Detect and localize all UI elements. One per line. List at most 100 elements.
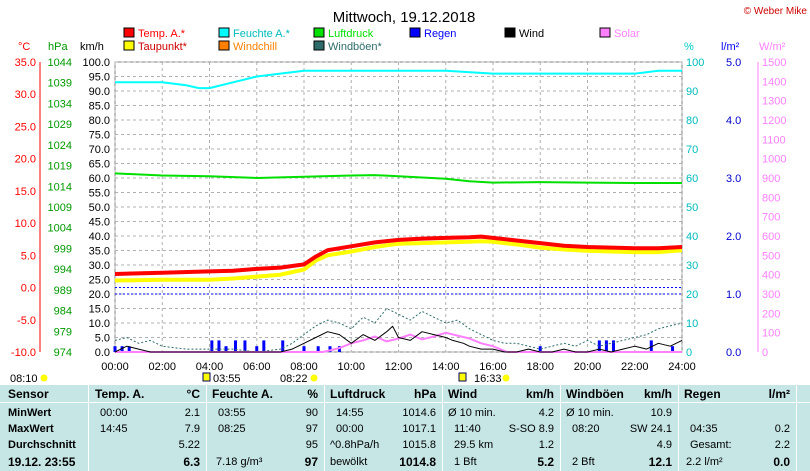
temperature-tick-label: 10.0 xyxy=(15,218,36,230)
avg-druck-label: ^0.8hPa/h xyxy=(330,439,380,451)
legend-label-2: Luftdruck xyxy=(328,28,374,40)
wind-tick-label: 30.0 xyxy=(89,260,110,272)
legend-label-3: Regen xyxy=(424,28,456,40)
x-tick-6: 12:00 xyxy=(385,361,413,373)
solar-tick-label: 1100 xyxy=(762,134,786,146)
x-tick-1: 02:00 xyxy=(148,361,176,373)
x-tick-5: 10:00 xyxy=(337,361,365,373)
max-feuchte-time: 08:25 xyxy=(218,423,246,435)
x-tick-2: 04:00 xyxy=(196,361,224,373)
x-tick-0: 00:00 xyxy=(101,361,129,373)
max-wind-dir: S-SO 8.9 xyxy=(508,423,554,435)
x-tick-11: 22:00 xyxy=(621,361,649,373)
row-current-label: 19.12. 23:55 xyxy=(8,455,76,469)
chart-axes: 35.0 30.0 25.0 20.0 15.0 10.0 5.0 0.0 -5.0 -10.0 1… xyxy=(11,57,787,359)
header-feuchte-unit: % xyxy=(307,387,318,401)
avg-temp: 5.22 xyxy=(178,439,200,451)
wind-tick-label: 100.0 xyxy=(82,57,110,69)
temperature-unit-label: °C xyxy=(18,41,30,53)
temperature-tick-label: 15.0 xyxy=(15,186,36,198)
rain-tick-label: 2.0 xyxy=(726,231,741,243)
moonset-time: 08:22 xyxy=(280,373,308,385)
sensor-table: Sensor Temp. A. °C Feuchte A. % Luftdruc… xyxy=(0,385,810,471)
temperature-tick-label: 35.0 xyxy=(15,57,36,69)
current-boeen: 12.1 xyxy=(648,455,672,469)
copyright-text: © Weber Mike xyxy=(744,6,808,17)
solar-line xyxy=(115,331,682,353)
table-divider-v6 xyxy=(678,385,679,471)
sunset-sun-icon xyxy=(502,374,510,382)
wind-tick-label: 75.0 xyxy=(89,130,110,142)
wind-tick-label: 35.0 xyxy=(89,246,110,258)
header-sensor: Sensor xyxy=(8,387,49,401)
rain-tick-label: 5.0 xyxy=(726,57,741,69)
humidity-tick-label: 60 xyxy=(686,173,698,185)
max-druck: 1017.1 xyxy=(402,423,436,435)
wind-tick-label: 55.0 xyxy=(89,188,110,200)
current-boeen-label: 2 Bft xyxy=(572,456,595,468)
pressure-tick-label: 1014 xyxy=(48,181,72,193)
moonset-sun-icon xyxy=(310,374,318,382)
table-divider-h1 xyxy=(0,402,810,403)
solar-tick-label: 1400 xyxy=(762,76,786,88)
solar-tick-label: 700 xyxy=(762,212,780,224)
table-divider-v5 xyxy=(560,385,561,471)
avg-druck: 1015.8 xyxy=(402,439,436,451)
header-temp-unit: °C xyxy=(186,387,200,401)
max-regen: 0.2 xyxy=(774,423,790,435)
rain-tick-label: 0.0 xyxy=(726,347,741,359)
rain-bar xyxy=(604,340,608,352)
rain-unit-label: l/m² xyxy=(721,41,740,53)
rain-bar xyxy=(113,346,117,352)
legend-swatch-5 xyxy=(599,27,611,38)
humidity-tick-label: 20 xyxy=(686,289,698,301)
humidity-line xyxy=(115,69,682,90)
max-temp: 7.9 xyxy=(184,423,200,435)
rain-bar xyxy=(233,340,237,352)
pressure-tick-label: 1009 xyxy=(48,202,72,214)
rain-bar xyxy=(224,346,228,352)
temperature-tick-label: -10.0 xyxy=(11,347,36,359)
chart-legend: Temp. A.* Feuchte A.* Luftdruck Regen Wind So… xyxy=(123,27,640,53)
header-luftdruck-unit: hPa xyxy=(413,387,436,401)
solar-tick-label: 900 xyxy=(762,173,780,185)
wind-tick-label: 15.0 xyxy=(89,304,110,316)
legend-label-1: Feuchte A.* xyxy=(233,28,291,40)
temperature-tick-label: 0.0 xyxy=(21,283,36,295)
humidity-tick-label: 80 xyxy=(686,115,698,127)
temperature-line xyxy=(114,234,683,276)
rain-tick-label: 1.0 xyxy=(726,289,741,301)
row-max-label: MaxWert xyxy=(8,423,54,435)
legend-label-0: Temp. A.* xyxy=(138,28,186,40)
pressure-tick-label: 1019 xyxy=(48,161,72,173)
header-feuchte: Feuchte A. xyxy=(212,387,273,401)
pressure-tick-label: 999 xyxy=(54,243,72,255)
current-wind-label: 1 Bft xyxy=(454,456,477,468)
humidity-tick-label: 50 xyxy=(686,202,698,214)
solar-tick-label: 400 xyxy=(762,270,780,282)
table-divider-v3 xyxy=(324,385,325,471)
current-regen-label: 2.2 l/m² xyxy=(686,456,723,468)
min-wind: 4.2 xyxy=(538,407,554,419)
rain-bar xyxy=(210,340,214,352)
max-feuchte: 97 xyxy=(305,423,318,435)
max-wind-time: 11:40 xyxy=(454,423,481,435)
pressure-tick-label: 1039 xyxy=(48,78,72,90)
weather-chart: Mittwoch, 19.12.2018 © Weber Mike Temp. … xyxy=(10,6,808,385)
max-boeen-dir: SW 24.1 xyxy=(629,423,672,435)
wind-line xyxy=(114,325,683,353)
pressure-tick-label: 1034 xyxy=(48,98,72,110)
wind-tick-label: 85.0 xyxy=(89,101,110,113)
sunset-time: 16:33 xyxy=(474,373,502,385)
wind-tick-label: 95.0 xyxy=(89,72,110,84)
solar-tick-label: 200 xyxy=(762,308,780,320)
x-tick-12: 24:00 xyxy=(668,361,696,373)
gusts-line xyxy=(114,308,683,353)
min-wind-label: Ø 10 min. xyxy=(448,407,496,419)
wind-tick-label: 50.0 xyxy=(89,202,110,214)
legend-label-8: Windböen* xyxy=(328,41,383,53)
sunrise-time-left: 08:10 xyxy=(10,373,38,385)
header-wind: Wind xyxy=(448,387,478,401)
moonrise-time: 03:55 xyxy=(213,373,241,385)
solar-tick-label: 1200 xyxy=(762,115,786,127)
